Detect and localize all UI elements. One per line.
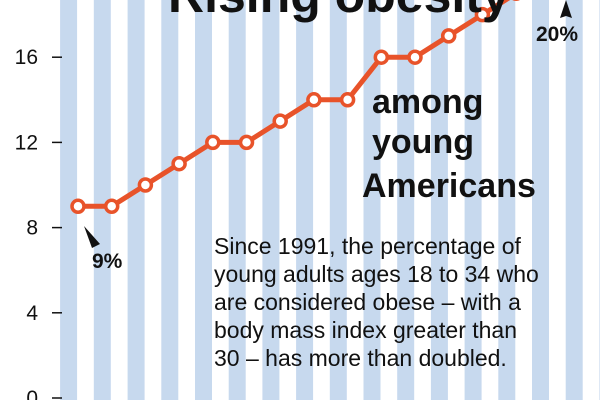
grid-stripe <box>532 0 549 400</box>
data-point <box>272 113 288 129</box>
chart-note: Since 1991, the percentage of young adul… <box>214 232 586 372</box>
data-point <box>474 6 491 23</box>
grid-stripe <box>127 0 145 400</box>
note-line: Since 1991, the percentage of <box>214 233 521 259</box>
callouts: 9% 20% <box>84 0 578 273</box>
data-point <box>373 49 390 65</box>
end-callout-label: 20% <box>536 23 578 46</box>
data-point <box>440 28 457 44</box>
subtitle-line-2: young <box>372 123 474 161</box>
grid-stripe <box>430 0 448 400</box>
note-line: are considered obese – with a <box>214 289 521 315</box>
grid-stripe <box>397 0 415 400</box>
grid-stripe <box>93 0 111 400</box>
data-point <box>103 198 120 215</box>
end-callout-pointer <box>560 0 572 18</box>
data-point <box>339 92 356 108</box>
grid-stripe <box>195 0 212 400</box>
data-point <box>238 134 255 151</box>
note-line: body mass index greater than <box>214 317 518 343</box>
note-line: 30 – has more than doubled. <box>214 345 507 371</box>
y-axis-ticks: 0 4 8 12 16 <box>15 46 62 400</box>
data-point <box>137 177 154 193</box>
obesity-series <box>70 0 520 215</box>
y-tick-label: 8 <box>26 217 38 240</box>
data-point <box>70 198 86 215</box>
y-tick-label: 12 <box>15 131 38 154</box>
data-point <box>171 155 187 172</box>
subtitle-line-3: Americans <box>362 167 536 205</box>
chart-subtitle: among young Americans <box>362 83 536 205</box>
data-point <box>306 92 322 108</box>
chart-title: Rising obesity <box>168 0 510 23</box>
subtitle-line-1: among <box>372 83 483 121</box>
grid-stripe <box>161 0 179 400</box>
grid-stripe <box>498 0 516 400</box>
y-tick-label: 0 <box>26 387 38 400</box>
title-word-rising: Rising obesity <box>168 0 510 23</box>
grid-stripe <box>262 0 280 400</box>
grid-stripe <box>363 0 381 400</box>
y-tick-label: 16 <box>15 46 38 69</box>
start-callout-label: 9% <box>92 250 123 273</box>
start-callout-pointer <box>84 226 100 248</box>
note-line: young adults ages 18 to 34 who <box>214 261 539 287</box>
y-tick-label: 4 <box>26 302 38 325</box>
grid-stripe <box>228 0 246 400</box>
grid-stripe <box>464 0 482 400</box>
grid-stripe <box>60 0 78 400</box>
data-point <box>407 49 423 65</box>
data-point <box>205 134 221 151</box>
grid-stripe <box>565 0 583 400</box>
